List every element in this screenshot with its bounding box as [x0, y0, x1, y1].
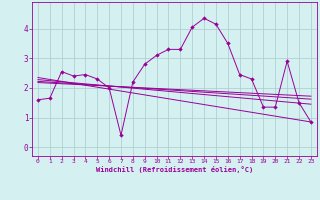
Point	[178, 48, 183, 51]
Point	[130, 80, 135, 84]
Point	[261, 106, 266, 109]
Point	[202, 17, 207, 20]
Point	[308, 120, 313, 124]
Point	[249, 77, 254, 81]
Point	[36, 98, 41, 101]
Point	[71, 74, 76, 78]
Point	[83, 73, 88, 76]
Point	[118, 134, 124, 137]
Point	[237, 73, 242, 76]
Point	[59, 70, 64, 73]
Point	[142, 63, 147, 66]
Point	[154, 54, 159, 57]
Point	[95, 77, 100, 81]
Point	[190, 26, 195, 29]
Point	[225, 42, 230, 45]
Point	[284, 60, 290, 63]
Point	[296, 101, 301, 104]
X-axis label: Windchill (Refroidissement éolien,°C): Windchill (Refroidissement éolien,°C)	[96, 166, 253, 173]
Point	[166, 48, 171, 51]
Point	[47, 97, 52, 100]
Point	[107, 86, 112, 89]
Point	[273, 106, 278, 109]
Point	[213, 23, 219, 26]
